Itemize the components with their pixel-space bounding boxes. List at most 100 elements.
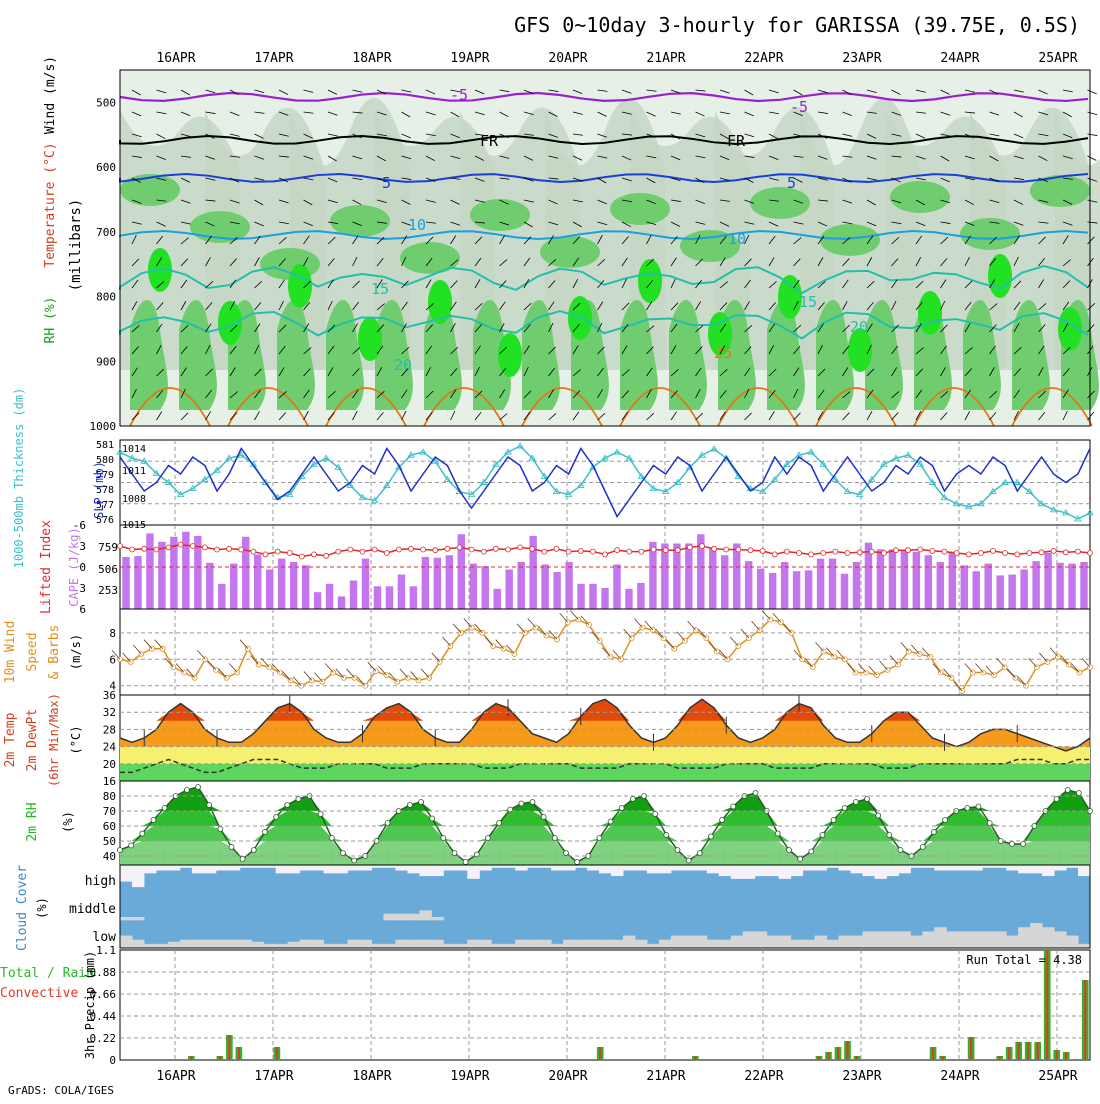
cloud-high-gap [994,865,1007,868]
cloud-high-gap [287,865,301,874]
wind-barb [670,199,681,202]
cloud-high-gap [898,865,911,874]
wind-barb [572,390,581,399]
cape-bar [625,588,633,609]
wind-barb [425,89,436,95]
wind10-barb [410,671,419,681]
wind-barb [523,236,532,245]
precip-tick: 0.66 [90,988,117,1001]
cape-bar [1068,563,1076,609]
wind-barb [719,89,730,94]
wind-barb [131,258,140,267]
lifted-index-point [699,543,705,549]
cloud-low-gap [191,939,205,948]
rh2m-point [262,829,268,835]
wind-barb [523,411,531,421]
cloud-high-gap [443,865,456,871]
wind-barb [621,390,629,399]
cloud-low-gap [826,939,840,948]
cloud-middle-gap [131,917,145,921]
rh2m-units: (%) [61,811,75,833]
wind-barb [450,177,461,180]
wind10-barb [793,650,803,660]
rh2m-point [117,847,123,853]
rh-blob-bright [1058,307,1082,351]
wind-barb [131,279,139,289]
date-label: 24APR [940,51,979,66]
rh2m-point [797,856,804,862]
wind-barb [205,133,215,139]
rh2m-point [942,817,948,823]
rh2m-panel: 80 70 60 50 40 2m RH (%) [25,780,1093,866]
wind-barb [499,177,510,180]
wind-barb [842,300,848,311]
wind-barb [180,133,191,137]
wind-barb [425,324,433,333]
wind-barb [817,344,823,355]
wind-barb [744,279,751,289]
wind-barb [1062,177,1073,180]
lifted-index-point [759,548,766,554]
rh2m-point [139,830,146,837]
wind-barb [1038,177,1048,182]
cloud-low-gap [982,931,995,948]
wind-barb [597,346,605,355]
thickness-point [1086,508,1094,516]
wind-barb [768,199,779,202]
cloud-high-gap [395,865,408,871]
cape-bar [1044,552,1052,609]
cloud-low-gap [922,931,935,948]
precip-tick: 0 [109,1054,116,1067]
wind10-barb [1060,655,1069,665]
cloud-high-gap [191,865,205,874]
wind-barb [695,346,703,355]
date-label: 18APR [352,51,391,66]
wind-barb [254,368,262,377]
wind-barb [1013,89,1024,93]
thickness-point [492,460,500,467]
rh2m-tick: 80 [103,790,116,803]
lifted-index-point [686,544,693,551]
wind-barb [376,257,384,267]
run-total: Run Total = 4.38 [966,953,1082,967]
lifted-index-point [456,544,463,551]
cape-bar [768,572,777,609]
wind-barb [768,221,779,227]
cloud-middle-gap [419,910,432,921]
wind-barb [303,301,311,311]
wind-barb [817,235,825,245]
cloud-frame [119,864,1091,949]
wind-barb [891,300,897,311]
wind-barb [768,389,776,399]
thickness-point [479,478,488,485]
wind-barb [989,221,1000,224]
cloud-high-gap [179,865,193,868]
lifted-index-point [553,545,560,552]
wind-barb [1038,111,1049,116]
wind-barb [940,89,950,95]
wind-barb [695,388,701,399]
wind-barb [327,89,338,95]
precip-panel: 1.1 0.88 0.66 0.44 0.22 0 Run Total = 4.38 Tota… [0,944,1091,1067]
wind-barb [205,281,214,289]
precip-tick: 0.88 [90,966,117,979]
cape-bar [122,556,130,609]
wind-barb [352,235,359,245]
wind10-barb [964,663,974,673]
rh2m-point [451,850,458,856]
precip-conv-bar [228,1035,231,1060]
wind-barb [229,391,238,399]
wind-barb [425,133,436,137]
dewpt-label: 2m DewPt [25,709,40,772]
wind-barb [425,345,433,355]
thickness-point [201,475,209,482]
wind-barb [572,177,583,182]
wind-barb [401,89,412,93]
wind-barb [964,410,971,421]
wind-barb [621,221,632,228]
wind10-barb [548,630,558,640]
cape-bar [577,583,585,609]
wind-barb [1062,221,1073,226]
date-label: 17APR [254,1069,293,1084]
wind-barb [646,234,652,245]
